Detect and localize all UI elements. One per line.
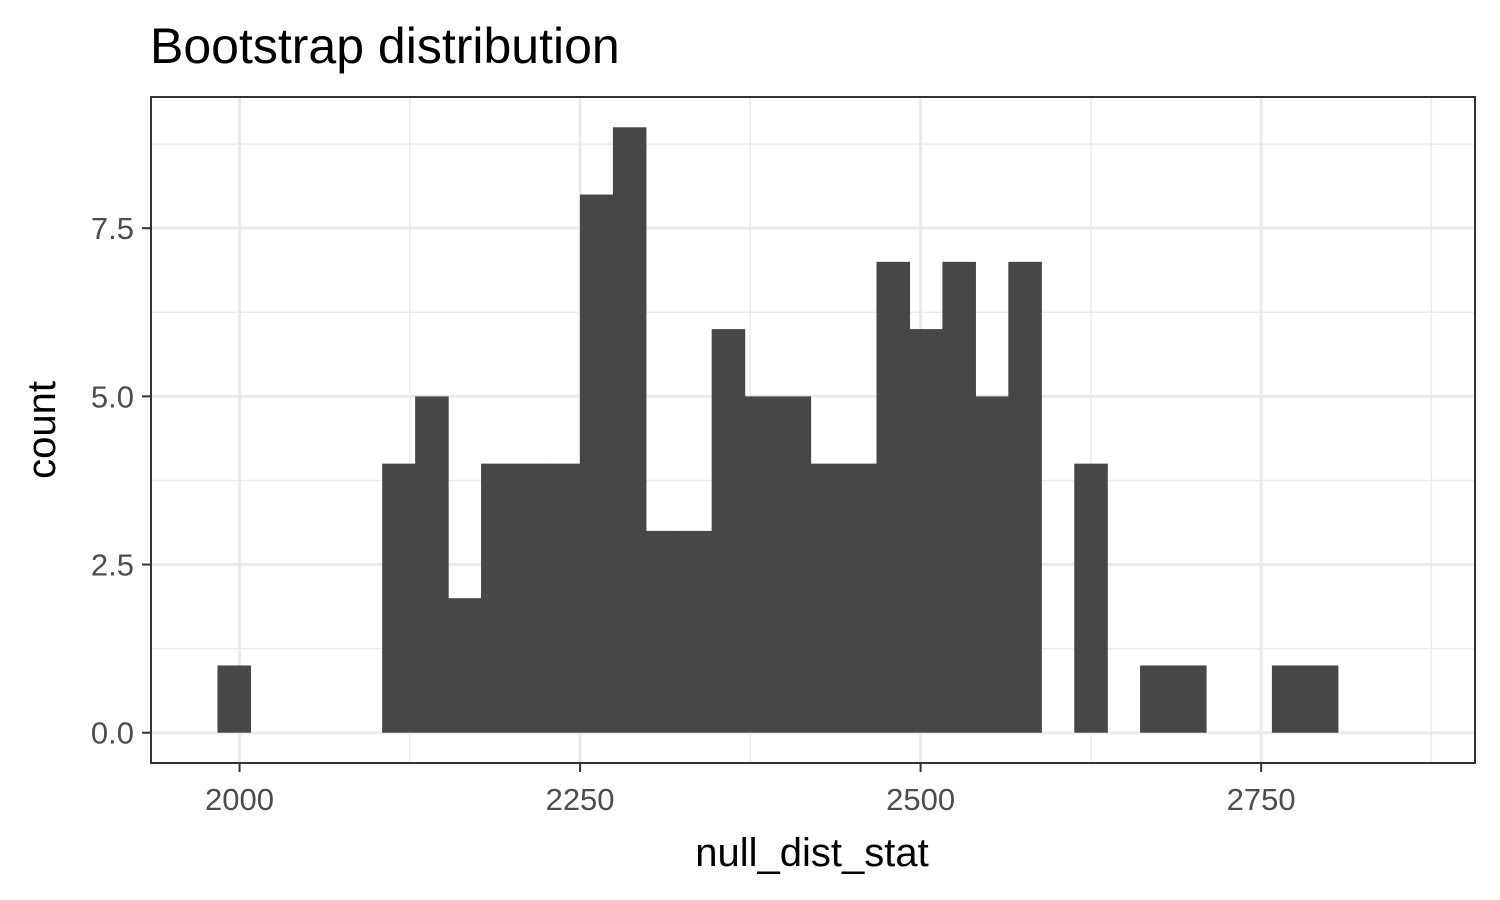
x-axis: 2000 2250 2500 2750 [205, 763, 1296, 817]
histogram-bar [942, 261, 976, 733]
histogram-bar [1140, 665, 1174, 733]
histogram-bar [415, 396, 449, 733]
histogram-bar [382, 463, 416, 733]
histogram-bar [1173, 665, 1207, 733]
histogram-bar [217, 665, 252, 733]
histogram-bar [876, 261, 911, 733]
histogram-bar [810, 463, 845, 733]
plot-panel [150, 96, 1476, 764]
histogram-bar [448, 598, 482, 733]
histogram-bar [645, 530, 680, 733]
histogram-bar [481, 463, 515, 733]
histogram-bar [843, 463, 878, 733]
histogram-bars [217, 127, 1339, 733]
histogram-bar [579, 194, 614, 733]
histogram-bar [514, 463, 548, 733]
histogram-bar [975, 396, 1009, 733]
histogram-bar [546, 463, 581, 733]
x-tick-label: 2000 [205, 782, 274, 817]
histogram-bar [777, 396, 812, 733]
histogram-bar [1008, 261, 1042, 733]
histogram-bar [744, 396, 779, 733]
y-tick-label: 7.5 [91, 211, 134, 246]
x-tick-label: 2500 [886, 782, 955, 817]
x-tick-label: 2750 [1227, 782, 1296, 817]
x-axis-title: null_dist_stat [695, 831, 928, 875]
chart-title: Bootstrap distribution [150, 18, 620, 74]
y-axis-title: count [20, 381, 64, 479]
histogram-bar [1271, 665, 1306, 733]
panel-border [150, 96, 1476, 764]
histogram-bar [909, 329, 943, 733]
histogram-bar [612, 127, 647, 733]
y-tick-label: 5.0 [91, 379, 134, 414]
x-tick-label: 2250 [546, 782, 615, 817]
histogram-bar [711, 329, 746, 733]
histogram-bar [1074, 463, 1108, 733]
y-axis: 0.0 2.5 5.0 7.5 [91, 211, 151, 751]
y-tick-label: 2.5 [91, 548, 134, 583]
histogram-bar [1304, 665, 1339, 733]
histogram-bar [678, 530, 713, 733]
y-tick-label: 0.0 [91, 716, 134, 751]
